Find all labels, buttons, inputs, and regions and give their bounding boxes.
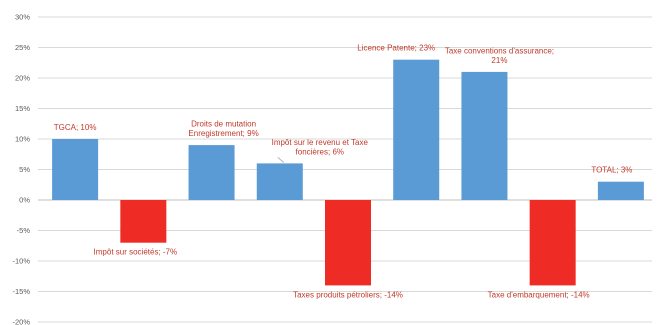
data-label: Licence Patente; 23% — [357, 44, 435, 53]
data-label: Taxe d'embarquement; -14% — [488, 290, 590, 299]
label-leader-lines — [277, 157, 285, 163]
leader-line — [277, 157, 285, 163]
y-tick-label: 30% — [15, 13, 30, 22]
data-label: TOTAL; 3% — [591, 166, 632, 175]
bar — [256, 163, 303, 200]
bar — [529, 200, 576, 286]
bar — [393, 59, 440, 201]
y-tick-label: -15% — [12, 287, 30, 296]
data-label: Impôt sur le revenu et Taxe foncières; 6% — [272, 138, 369, 157]
data-label: Taxes produits pétroliers; -14% — [293, 290, 403, 299]
bar — [325, 200, 371, 286]
bar — [52, 139, 99, 200]
bar — [597, 181, 644, 200]
y-tick-label: 15% — [15, 104, 30, 113]
y-tick-label: -10% — [12, 257, 30, 266]
y-tick-label: 10% — [15, 135, 30, 144]
y-axis-tick-labels: -20% -15% -10% -5% 0% 5% 10% 15% 20% 25% 30% — [12, 13, 30, 325]
bar — [461, 71, 508, 201]
data-label: Taxe conventions d'assurance; 21% — [445, 46, 554, 65]
y-tick-label: -5% — [17, 226, 31, 235]
y-tick-label: -20% — [12, 318, 30, 325]
y-tick-label: 20% — [15, 74, 30, 83]
bars — [52, 59, 644, 286]
y-tick-label: 5% — [19, 165, 30, 174]
y-tick-label: 25% — [15, 43, 30, 52]
bar — [188, 145, 235, 200]
data-labels: TGCA; 10% Impôt sur sociétés; -7% Droits d… — [54, 44, 633, 300]
data-label: Droits de mutation Enregistrement; 9% — [188, 120, 258, 139]
y-tick-label: 0% — [19, 196, 30, 205]
data-label: Impôt sur sociétés; -7% — [94, 248, 178, 257]
data-label: TGCA; 10% — [54, 123, 97, 132]
bar — [120, 200, 167, 243]
